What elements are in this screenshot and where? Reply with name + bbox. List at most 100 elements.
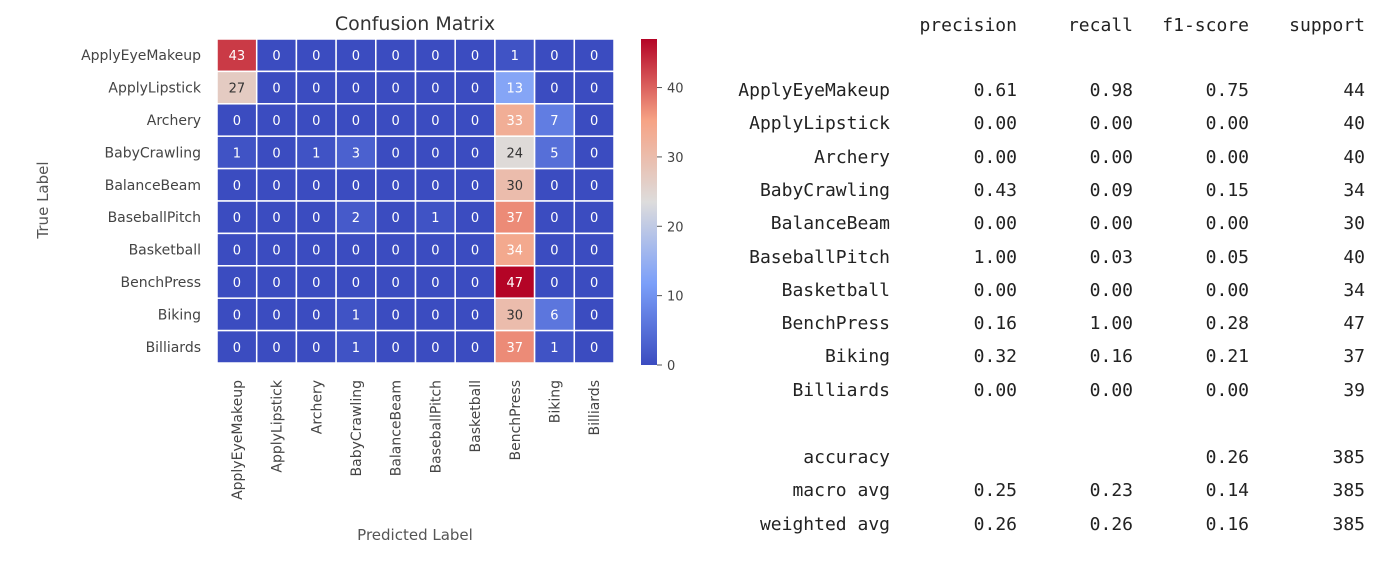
heatmap-cell bbox=[375, 167, 417, 202]
chart-title: Confusion Matrix bbox=[335, 13, 495, 35]
col-tick-label: Archery bbox=[309, 380, 325, 434]
cell-value-label: 0 bbox=[392, 211, 400, 226]
report-value: 0.00 bbox=[1205, 279, 1249, 301]
cell-value-label: 0 bbox=[312, 211, 320, 226]
cell-value-label: 0 bbox=[352, 49, 360, 64]
cell-value-label: 0 bbox=[352, 276, 360, 291]
cell-value-label: 1 bbox=[511, 49, 519, 64]
cell-value-label: 0 bbox=[352, 114, 360, 129]
report-value: 0.32 bbox=[973, 346, 1017, 368]
cell-value-label: 0 bbox=[392, 146, 400, 161]
heatmap-cell bbox=[414, 167, 456, 202]
cell-value-label: 0 bbox=[471, 179, 479, 194]
cell-value-label: 0 bbox=[590, 49, 598, 64]
report-value: 0.23 bbox=[1089, 480, 1133, 502]
heatmap-cell bbox=[255, 265, 298, 299]
cell-value-label: 0 bbox=[590, 179, 598, 194]
heatmap-cell bbox=[255, 329, 298, 364]
cell-value-label: 0 bbox=[431, 82, 439, 97]
cell-value-label: 5 bbox=[550, 146, 558, 161]
cell-value-label: 0 bbox=[590, 114, 598, 129]
heatmap-cell bbox=[414, 135, 456, 170]
heatmap-cell bbox=[494, 167, 536, 202]
heatmap-cell bbox=[533, 265, 576, 299]
cell-value-label: 0 bbox=[233, 244, 241, 259]
cell-value-label: 0 bbox=[431, 146, 439, 161]
cell-value-label: 0 bbox=[233, 114, 241, 129]
report-value: 0.00 bbox=[1205, 146, 1249, 168]
cell-value-label: 34 bbox=[506, 244, 523, 259]
cell-value-label: 43 bbox=[229, 49, 246, 64]
report-value: 0.98 bbox=[1089, 80, 1133, 101]
report-value: 0.09 bbox=[1089, 179, 1133, 201]
heatmap-cell bbox=[573, 265, 615, 299]
cell-value-label: 0 bbox=[590, 146, 598, 161]
cell-value-label: 1 bbox=[550, 341, 558, 356]
heatmap-cell bbox=[375, 297, 417, 332]
report-class-label: Biking bbox=[824, 346, 890, 368]
report-value: 0.16 bbox=[1089, 346, 1133, 368]
cell-value-label: 0 bbox=[431, 276, 439, 291]
classification-report: precision recall f1-score support ApplyEyeMa… bbox=[700, 0, 1400, 572]
report-value: 0.15 bbox=[1205, 179, 1249, 201]
heatmap-cell bbox=[533, 297, 576, 332]
heatmap-cell bbox=[335, 329, 377, 364]
heatmap-cell bbox=[335, 70, 377, 105]
heatmap-cell bbox=[533, 232, 576, 267]
row-tick-label: Archery bbox=[147, 113, 201, 129]
col-tick-label: BabyCrawling bbox=[349, 380, 365, 476]
cell-value-label: 0 bbox=[471, 114, 479, 129]
heatmap-cell bbox=[454, 297, 496, 332]
cell-value-label: 0 bbox=[392, 114, 400, 129]
cell-value-label: 1 bbox=[352, 308, 360, 323]
report-value: 39 bbox=[1343, 379, 1365, 401]
cell-value-label: 0 bbox=[272, 244, 280, 259]
col-tick-label: BalanceBeam bbox=[389, 380, 405, 476]
cell-value-label: 0 bbox=[312, 308, 320, 323]
report-value: 385 bbox=[1332, 513, 1365, 535]
cell-value-label: 0 bbox=[392, 276, 400, 291]
cell-value-label: 0 bbox=[233, 341, 241, 356]
cell-value-label: 0 bbox=[352, 82, 360, 97]
cell-value-label: 0 bbox=[550, 82, 558, 97]
heatmap-cell bbox=[414, 70, 456, 105]
row-tick-label: ApplyLipstick bbox=[108, 81, 201, 97]
report-class-label: Archery bbox=[814, 146, 890, 168]
report-value: 0.00 bbox=[973, 113, 1017, 135]
report-column-header: support bbox=[1289, 15, 1365, 36]
heatmap-cell bbox=[494, 232, 536, 267]
cell-value-label: 0 bbox=[352, 244, 360, 259]
cell-value-label: 0 bbox=[392, 244, 400, 259]
cell-value-label: 1 bbox=[312, 146, 320, 161]
heatmap-cell bbox=[494, 38, 536, 73]
cell-value-label: 0 bbox=[312, 49, 320, 64]
cell-value-label: 0 bbox=[312, 244, 320, 259]
report-value: 1.00 bbox=[973, 246, 1017, 268]
heatmap-cell bbox=[533, 329, 576, 364]
report-summary-label: accuracy bbox=[803, 447, 890, 468]
heatmap-cell bbox=[454, 232, 496, 267]
cell-value-label: 0 bbox=[272, 146, 280, 161]
colorbar-tick-label: 20 bbox=[667, 220, 684, 235]
cell-value-label: 7 bbox=[550, 114, 558, 129]
cell-value-label: 0 bbox=[471, 146, 479, 161]
heatmap-cell bbox=[454, 329, 496, 364]
report-value: 0.00 bbox=[1089, 146, 1133, 168]
cell-value-label: 0 bbox=[550, 49, 558, 64]
heatmap-cell bbox=[454, 70, 496, 105]
report-summary-label: macro avg bbox=[792, 480, 890, 502]
heatmap-cell bbox=[454, 135, 496, 170]
cell-value-label: 37 bbox=[506, 341, 523, 356]
heatmap-cell bbox=[573, 70, 615, 105]
report-value: 0.14 bbox=[1205, 480, 1249, 502]
colorbar-tick-label: 10 bbox=[667, 290, 684, 305]
report-value: 0.00 bbox=[1089, 213, 1133, 235]
heatmap-cell bbox=[533, 200, 576, 235]
cell-value-label: 0 bbox=[272, 308, 280, 323]
confusion-matrix-chart: Confusion Matrix True Label Predicted La… bbox=[34, 13, 684, 544]
cell-value-label: 0 bbox=[590, 82, 598, 97]
cell-value-label: 30 bbox=[506, 308, 523, 323]
heatmap-cell bbox=[454, 103, 496, 137]
cell-value-label: 0 bbox=[431, 114, 439, 129]
cell-value-label: 0 bbox=[471, 341, 479, 356]
